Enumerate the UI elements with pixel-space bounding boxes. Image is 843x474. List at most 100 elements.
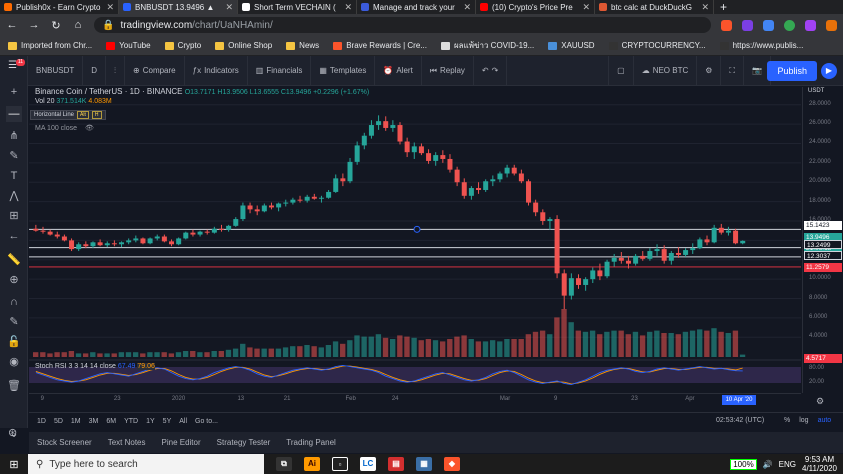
extension-green-icon[interactable]: [784, 19, 795, 31]
time-axis[interactable]: 9 23 2020 13 21 Feb 24 Mar 9 23 Apr: [29, 393, 801, 405]
compare-button[interactable]: ⊕ Compare: [125, 55, 185, 86]
browser-tab[interactable]: (10) Crypto's Price Pre ✕: [476, 0, 595, 14]
crosshair-icon[interactable]: +: [10, 86, 18, 98]
arrow-left-icon[interactable]: ←: [8, 230, 20, 242]
illustrator-icon[interactable]: Ai: [304, 457, 320, 471]
home-icon[interactable]: ⌂: [74, 19, 82, 31]
range-button[interactable]: All: [179, 418, 188, 425]
price-axis[interactable]: 28.0000 26.0000 24.0000 22.0000 20.0000 18.00…: [802, 87, 843, 393]
settings-button[interactable]: ⚙: [697, 55, 722, 86]
measure-icon[interactable]: ⊞: [9, 210, 19, 222]
task-view-icon[interactable]: ⧉: [276, 457, 292, 471]
help-icon[interactable]: ⊛: [8, 427, 18, 439]
interval-button[interactable]: D: [83, 55, 107, 86]
panel-tab[interactable]: Pine Editor: [161, 438, 201, 447]
price-chart[interactable]: [29, 87, 801, 393]
chart-style-button[interactable]: ⫶: [106, 55, 126, 86]
axis-settings-icon[interactable]: ⚙: [816, 396, 825, 406]
eye-off-icon[interactable]: 👁: [84, 125, 94, 132]
bookmark-item[interactable]: Imported from Chr...: [8, 41, 92, 50]
percent-toggle[interactable]: %: [784, 417, 791, 424]
forward-icon[interactable]: →: [28, 19, 40, 31]
panel-tab[interactable]: Strategy Tester: [216, 438, 271, 447]
range-button[interactable]: 1M: [70, 418, 81, 425]
browser-tab[interactable]: Publish0x - Earn Crypto ✕: [0, 0, 119, 14]
pdf-icon[interactable]: ▤: [388, 457, 404, 471]
panel-tab[interactable]: Stock Screener: [37, 438, 92, 447]
alert-button[interactable]: ⏰ Alert: [375, 55, 422, 86]
clock[interactable]: 9:53 AM 4/11/2020: [802, 455, 837, 473]
battery-indicator[interactable]: 100%: [730, 458, 757, 470]
sound-icon[interactable]: 🔊: [762, 459, 773, 469]
eye-icon[interactable]: ◉: [9, 356, 19, 368]
publish-button[interactable]: Publish: [767, 61, 817, 81]
trash-icon[interactable]: 🗑: [7, 380, 21, 392]
range-button[interactable]: 6M: [106, 418, 117, 425]
back-icon[interactable]: ←: [6, 19, 18, 31]
brush-icon[interactable]: ✎: [9, 150, 19, 162]
watchlist-neo[interactable]: ☁ NEO BTC: [634, 55, 698, 86]
browser-tab[interactable]: Manage and track your ✕: [357, 0, 476, 14]
brave-rewards-icon[interactable]: [742, 19, 753, 31]
bookmark-item[interactable]: YouTube: [106, 41, 151, 50]
panel-tab[interactable]: Trading Panel: [286, 438, 336, 447]
lang-label[interactable]: ENG: [778, 459, 796, 469]
zoom-in-icon[interactable]: ⊕: [9, 274, 19, 286]
range-button[interactable]: 5D: [53, 418, 63, 425]
range-button[interactable]: 5Y: [162, 418, 172, 425]
file-explorer-icon[interactable]: ▦: [416, 457, 432, 471]
lock-drawing-icon[interactable]: ✎: [9, 316, 19, 328]
indicators-button[interactable]: ƒx Indicators: [185, 55, 248, 86]
play-icon[interactable]: ▶: [821, 63, 837, 79]
undo-redo[interactable]: ↶ ↷: [474, 55, 508, 86]
tab-close-icon[interactable]: ✕: [463, 1, 471, 12]
lc-app-icon[interactable]: LC: [360, 457, 376, 471]
brave-shield-icon[interactable]: [721, 19, 732, 31]
magnet-icon[interactable]: ∩: [10, 296, 18, 308]
text-icon[interactable]: T: [10, 170, 18, 182]
utc-clock[interactable]: 02:53:42 (UTC): [716, 417, 765, 424]
bookmark-item[interactable]: https://www.publis...: [719, 41, 803, 50]
lock-icon[interactable]: 🔓: [7, 336, 21, 348]
extension-translate-icon[interactable]: [763, 19, 774, 31]
tab-close-icon[interactable]: ✕: [582, 1, 590, 12]
extension-purple-icon[interactable]: [805, 19, 816, 31]
bookmark-item[interactable]: XAUUSD: [548, 41, 595, 50]
bookmark-item[interactable]: CRYPTOCURRENCY...: [608, 41, 706, 50]
fullscreen-button[interactable]: ⛶: [721, 55, 745, 86]
range-button[interactable]: 3M: [88, 418, 99, 425]
brave-browser-icon[interactable]: ◆: [444, 457, 460, 471]
range-button[interactable]: YTD: [124, 418, 139, 425]
metamask-icon[interactable]: [826, 19, 837, 31]
replay-button[interactable]: ⏮ Replay: [422, 55, 474, 86]
tab-close-icon[interactable]: ✕: [106, 1, 114, 12]
layout-button[interactable]: ▢: [608, 55, 634, 86]
bookmark-item[interactable]: News: [286, 41, 319, 50]
app-dark-icon[interactable]: ▫: [332, 457, 348, 471]
log-toggle[interactable]: log: [799, 417, 809, 424]
range-button[interactable]: Go to...: [195, 418, 218, 425]
bookmark-item[interactable]: Crypto: [164, 41, 201, 50]
menu-icon[interactable]: ☰: [8, 60, 17, 71]
browser-tab[interactable]: BNBUSDT 13.9496 ▲ ✕: [119, 0, 238, 14]
url-input[interactable]: 🔒 tradingview.com/chart/UaNHAmin/: [94, 17, 711, 33]
bookmark-item[interactable]: Brave Rewards | Cre...: [333, 41, 427, 50]
chevron-down-icon[interactable]: ⌄: [9, 428, 19, 440]
range-button[interactable]: 1D: [37, 418, 46, 425]
templates-button[interactable]: ▦ Templates: [311, 55, 376, 86]
financials-button[interactable]: ▥ Financials: [248, 55, 312, 86]
bookmark-item[interactable]: Online Shop: [215, 41, 272, 50]
taskbar-search[interactable]: ⚲ Type here to search: [28, 454, 264, 474]
windows-start-icon[interactable]: ⊞: [9, 458, 19, 471]
browser-tab[interactable]: Short Term VECHAIN (✕: [238, 0, 357, 14]
tab-close-icon[interactable]: ✕: [344, 1, 352, 12]
pattern-icon[interactable]: ⋀: [9, 190, 19, 202]
bookmark-item[interactable]: ผลแพ้ข่าว COVID-19...: [440, 39, 534, 52]
ruler-icon[interactable]: 📏: [7, 254, 21, 266]
tab-close-icon[interactable]: ✕: [225, 1, 233, 12]
reload-icon[interactable]: ↻: [51, 19, 61, 32]
range-button[interactable]: 1Y: [146, 418, 155, 425]
horizontal-line-icon[interactable]: —: [6, 106, 22, 122]
pitchfork-icon[interactable]: ⋔: [9, 130, 19, 142]
new-tab-button[interactable]: +: [720, 0, 728, 14]
